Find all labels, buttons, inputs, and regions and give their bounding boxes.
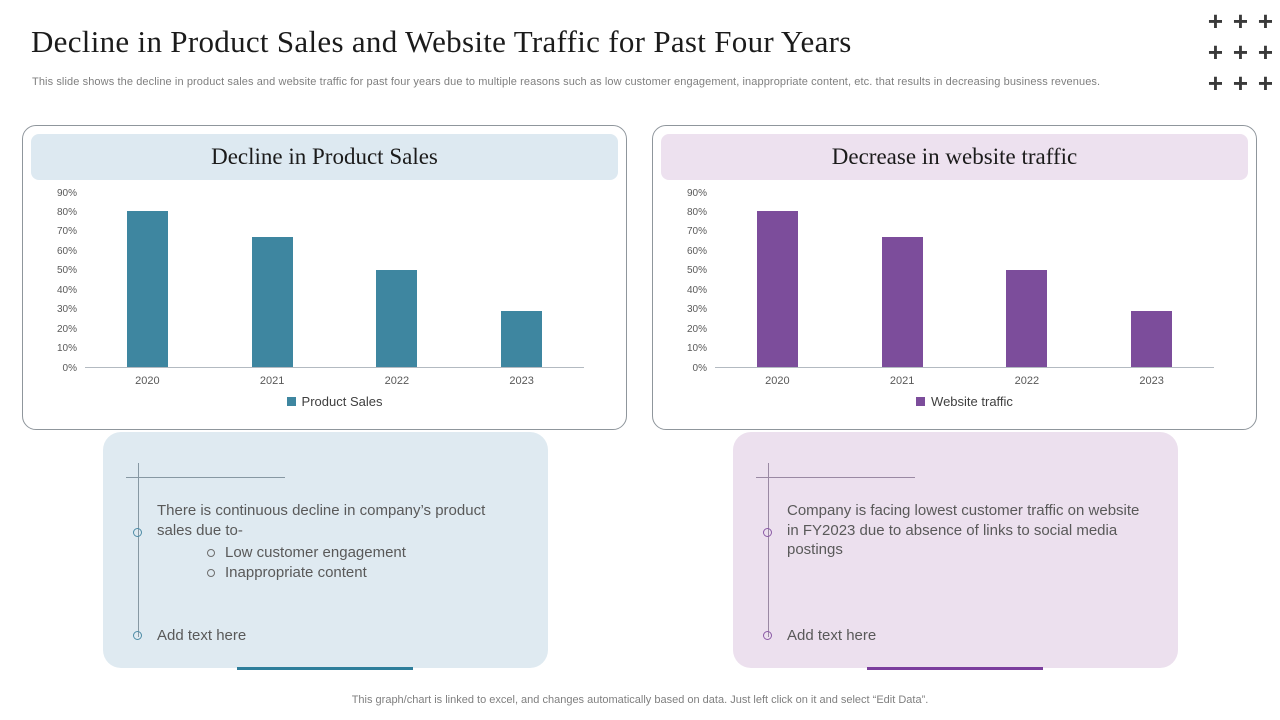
- plus-icon: +: [1257, 37, 1274, 67]
- x-axis-label: 2022: [384, 375, 410, 387]
- bar-2023: [501, 310, 543, 367]
- plus-icon: +: [1232, 37, 1249, 67]
- website-traffic-chart[interactable]: 0% 10% 20% 30% 40% 50% 60% 70% 80% 90% 2020 2021 20…: [669, 188, 1214, 409]
- accent-underline: [867, 667, 1043, 670]
- bar-2021: [881, 236, 923, 367]
- y-axis-tick: 80%: [56, 206, 77, 218]
- y-axis-tick: 70%: [56, 226, 77, 238]
- plus-icon: +: [1232, 68, 1249, 98]
- plus-icon: +: [1207, 37, 1224, 67]
- legend-product-sales: Product Sales: [85, 394, 584, 409]
- y-axis-tick: 30%: [56, 304, 77, 316]
- plus-icon: +: [1257, 6, 1274, 36]
- plus-icon: +: [1257, 68, 1274, 98]
- y-axis-tick: 10%: [56, 343, 77, 355]
- timeline-marker-icon: [763, 528, 772, 537]
- timeline-marker-icon: [133, 528, 142, 537]
- note-bullets: Low customer engagement Inappropriate con…: [103, 543, 548, 582]
- product-sales-chart[interactable]: 0% 10% 20% 30% 40% 50% 60% 70% 80% 90% 2020 2021 20…: [39, 188, 584, 409]
- x-axis-label: 2023: [1139, 375, 1164, 387]
- bar-2022: [376, 269, 418, 367]
- y-axis-tick: 0%: [692, 362, 707, 374]
- legend-label: Website traffic: [931, 394, 1013, 409]
- bar-2021: [251, 236, 293, 367]
- x-axis-label: 2021: [259, 375, 285, 387]
- timeline-line: [138, 463, 139, 637]
- y-axis: 0% 10% 20% 30% 40% 50% 60% 70% 80% 90%: [39, 188, 85, 374]
- y-axis-tick: 50%: [56, 265, 77, 277]
- y-axis-tick: 60%: [686, 245, 707, 257]
- x-axis-label: 2021: [889, 375, 915, 387]
- y-axis-tick: 10%: [686, 343, 707, 355]
- plus-decoration: + + + + + + + + +: [1203, 6, 1278, 99]
- legend-swatch: [286, 397, 296, 406]
- plot-area: [715, 193, 1214, 368]
- note-bullet-item: Inappropriate content: [205, 563, 548, 583]
- y-axis-tick: 20%: [56, 323, 77, 335]
- x-axis-label: 2020: [135, 375, 160, 387]
- plot-area: [85, 193, 584, 368]
- y-axis-tick: 90%: [56, 187, 77, 199]
- page-title: Decline in Product Sales and Website Tra…: [31, 24, 852, 59]
- y-axis-tick: 0%: [62, 362, 77, 374]
- y-axis-tick: 70%: [686, 226, 707, 238]
- y-axis-tick: 90%: [686, 187, 707, 199]
- y-axis-tick: 80%: [686, 206, 707, 218]
- footer-note: This graph/chart is linked to excel, and…: [351, 694, 929, 706]
- x-axis-label: 2023: [509, 375, 534, 387]
- timeline-marker-icon: [133, 631, 142, 640]
- y-axis-tick: 50%: [686, 265, 707, 277]
- chart-title-product-sales: Decline in Product Sales: [31, 134, 618, 180]
- bar-2022: [1006, 269, 1048, 367]
- website-traffic-chart-card[interactable]: Decrease in website traffic 0% 10% 20% 30% 4…: [652, 125, 1257, 430]
- bar-2023: [1131, 310, 1173, 367]
- x-axis: 2020 2021 2022 2023: [715, 375, 1214, 387]
- page-subtitle: This slide shows the decline in product …: [32, 76, 1101, 88]
- chart-title-website-traffic: Decrease in website traffic: [661, 134, 1248, 180]
- y-axis-tick: 30%: [686, 304, 707, 316]
- product-sales-note-box: There is continuous decline in company’s…: [103, 432, 548, 670]
- timeline-crossbar: [756, 477, 915, 478]
- bar-2020: [756, 211, 798, 367]
- plus-icon: +: [1207, 68, 1224, 98]
- x-axis: 2020 2021 2022 2023: [85, 375, 584, 387]
- timeline-crossbar: [126, 477, 285, 478]
- add-text-placeholder[interactable]: Add text here: [157, 627, 247, 644]
- product-sales-chart-card[interactable]: Decline in Product Sales 0% 10% 20% 30% 40% 5…: [22, 125, 627, 430]
- y-axis-tick: 40%: [686, 284, 707, 296]
- y-axis: 0% 10% 20% 30% 40% 50% 60% 70% 80% 90%: [669, 188, 715, 374]
- website-traffic-note-box: Company is facing lowest customer traffi…: [733, 432, 1178, 670]
- y-axis-tick: 40%: [56, 284, 77, 296]
- timeline-marker-icon: [763, 631, 772, 640]
- legend-swatch: [916, 397, 926, 406]
- y-axis-tick: 60%: [56, 245, 77, 257]
- legend-website-traffic: Website traffic: [715, 394, 1214, 409]
- note-text: Company is facing lowest customer traffi…: [787, 502, 1140, 558]
- legend-label: Product Sales: [301, 394, 383, 409]
- plus-icon: +: [1207, 6, 1224, 36]
- plus-icon: +: [1232, 6, 1249, 36]
- note-text: There is continuous decline in company’s…: [157, 502, 486, 539]
- x-axis-label: 2020: [765, 375, 790, 387]
- note-bullet-item: Low customer engagement: [205, 543, 548, 563]
- timeline-line: [768, 463, 769, 637]
- y-axis-tick: 20%: [686, 323, 707, 335]
- add-text-placeholder[interactable]: Add text here: [787, 627, 877, 644]
- accent-underline: [237, 667, 413, 670]
- bar-2020: [126, 211, 168, 367]
- x-axis-label: 2022: [1014, 375, 1040, 387]
